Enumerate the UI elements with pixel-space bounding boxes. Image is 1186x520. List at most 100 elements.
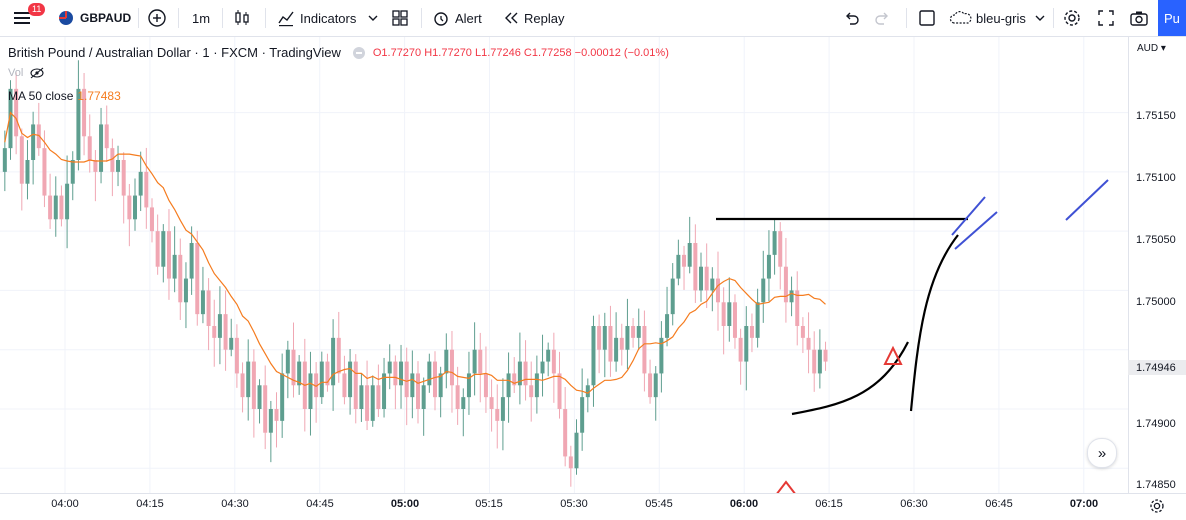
trend-line	[951, 196, 986, 236]
candle-body	[455, 385, 460, 409]
notification-badge: 11	[28, 3, 46, 16]
settings-button[interactable]	[1062, 0, 1082, 36]
compare-button[interactable]	[147, 0, 167, 36]
indicators-button[interactable]: Indicators	[277, 0, 356, 36]
undo-button[interactable]	[842, 0, 860, 36]
layout-name-button[interactable]: bleu-gris	[949, 0, 1046, 36]
collapse-legend-button[interactable]	[352, 46, 365, 59]
price-label: 1.75150	[1136, 110, 1176, 122]
indicators-icon	[278, 11, 294, 27]
candle-body	[585, 385, 590, 398]
undo-icon	[846, 12, 859, 25]
candle-body	[87, 136, 92, 160]
candle-body	[82, 88, 87, 137]
candle-body	[636, 326, 641, 338]
replay-button[interactable]: Replay	[503, 0, 564, 36]
candle-body	[246, 361, 251, 398]
volume-legend: Vol	[8, 67, 45, 79]
indicator-templates-button[interactable]	[367, 0, 379, 36]
ma-label: MA 50 close	[8, 89, 74, 103]
time-label: 05:30	[560, 498, 588, 510]
layout-grid-button[interactable]	[391, 0, 409, 36]
fullscreen-select-button[interactable]	[917, 0, 937, 36]
candle-body	[104, 124, 109, 149]
time-label: 04:00	[51, 498, 79, 510]
candle-body	[138, 171, 143, 196]
double-chevron-right-icon: »	[1097, 444, 1107, 462]
time-label: 05:45	[645, 498, 673, 510]
candle-body	[319, 361, 324, 398]
ma-legend: MA 50 close 1.77483	[8, 89, 121, 103]
candle-body	[472, 349, 477, 374]
candle-body	[229, 337, 234, 350]
axis-settings-button[interactable]	[1148, 497, 1166, 520]
chevron-down-icon	[1035, 15, 1045, 21]
eye-off-icon[interactable]	[29, 67, 45, 79]
price-label: 1.75100	[1136, 172, 1176, 184]
chevron-down-icon	[368, 15, 378, 21]
candle-body	[331, 337, 336, 386]
candle-body	[512, 373, 517, 386]
candle-body	[749, 326, 754, 338]
candle-body	[178, 254, 183, 303]
redo-button[interactable]	[874, 0, 892, 36]
candle-body	[251, 361, 256, 409]
scroll-to-realtime-button[interactable]: »	[1087, 438, 1117, 468]
candle-body	[99, 124, 104, 172]
chart-type-button[interactable]	[233, 0, 251, 36]
candle-body	[704, 266, 709, 291]
symbol-label: GBPAUD	[80, 11, 132, 25]
publish-button[interactable]: Pu	[1158, 0, 1186, 36]
candle-body	[721, 302, 726, 326]
price-chart[interactable]	[0, 37, 1128, 493]
candle-body	[483, 373, 488, 398]
candle-body	[438, 373, 443, 398]
candle-body	[421, 385, 426, 409]
ma-line	[4, 111, 826, 394]
candle-body	[376, 385, 381, 409]
candle-body	[342, 373, 347, 398]
curve-annotation	[909, 234, 959, 412]
candle-body	[399, 361, 404, 386]
candle-body	[591, 326, 596, 386]
time-label: 06:30	[900, 498, 928, 510]
candle-body	[517, 361, 522, 386]
candle-body	[25, 160, 30, 184]
candle-body	[14, 88, 19, 137]
candle-body	[789, 290, 794, 303]
candle-body	[432, 361, 437, 398]
candle-body	[348, 361, 353, 398]
candle-body	[619, 337, 624, 350]
candle-body	[206, 290, 211, 326]
interval-button[interactable]: 1m	[192, 10, 211, 26]
price-axis[interactable]	[1128, 37, 1186, 493]
top-toolbar: 11 GBPAUD 1m Indicators Alert Replay	[0, 0, 1186, 37]
currency-selector[interactable]: AUD ▾	[1137, 43, 1166, 54]
candle-body	[76, 88, 81, 160]
snapshot-button[interactable]	[1129, 0, 1149, 36]
candle-body	[665, 314, 670, 338]
time-axis[interactable]	[0, 493, 1186, 519]
candle-body	[59, 195, 64, 220]
fullscreen-button[interactable]	[1097, 0, 1115, 36]
candle-body	[659, 337, 664, 374]
trend-line	[954, 211, 998, 250]
candle-body	[223, 314, 228, 350]
candle-body	[687, 243, 692, 267]
symbol-search-button[interactable]: GBPAUD	[58, 0, 131, 36]
alert-button[interactable]: Alert	[432, 0, 482, 36]
candle-body	[653, 373, 658, 398]
time-label: 06:15	[815, 498, 843, 510]
camera-icon	[1130, 11, 1148, 26]
candle-body	[812, 349, 817, 374]
replay-label: Replay	[524, 10, 565, 26]
candle-body	[325, 361, 330, 386]
time-label: 07:00	[1069, 498, 1099, 510]
price-label: 1.75000	[1136, 296, 1176, 308]
layout-name-label: bleu-gris	[976, 10, 1026, 26]
candle-body	[393, 361, 398, 386]
price-label: 1.74900	[1136, 418, 1176, 430]
menu-button[interactable]	[12, 0, 32, 36]
gear-icon	[1150, 499, 1164, 513]
candle-body	[806, 337, 811, 350]
